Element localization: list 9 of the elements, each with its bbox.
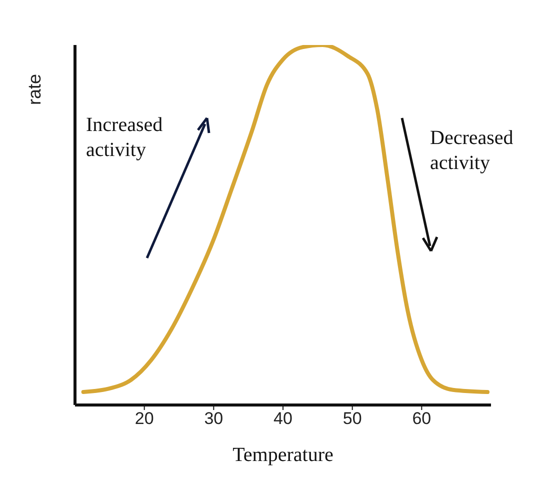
x-tick-label: 40 (274, 409, 292, 428)
annotation: Increased activity (86, 113, 164, 163)
x-tick-label: 50 (342, 409, 362, 428)
x-tick-label: 20 (134, 409, 154, 428)
x-axis-title: Temperature (232, 444, 334, 466)
x-tick-label: 60 (412, 409, 432, 428)
y-axis-title: rate (24, 74, 44, 105)
annotation: Decreased activity (430, 126, 514, 176)
x-tick-label: 30 (204, 409, 224, 428)
